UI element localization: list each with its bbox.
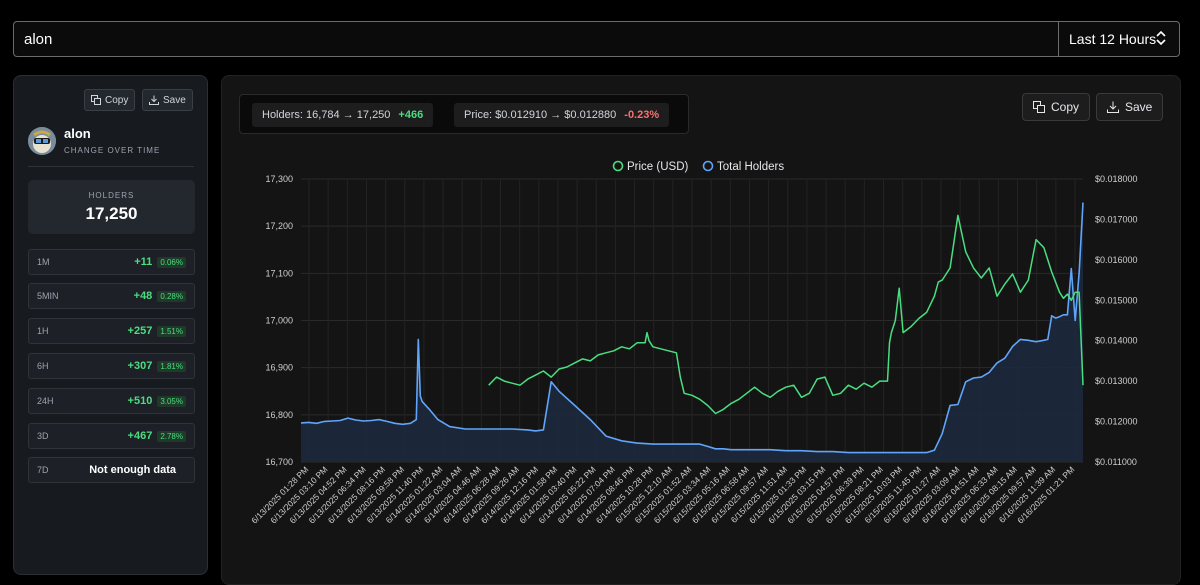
y-right-tick-label: $0.012000 [1095, 417, 1138, 427]
stat-value: +48 [133, 290, 153, 302]
stat-label: 6H [37, 361, 49, 371]
y-left-tick-label: 16,800 [265, 410, 293, 420]
price-change: -0.23% [624, 109, 660, 121]
stat-label: 3D [37, 431, 49, 441]
y-left-tick-label: 16,900 [265, 363, 293, 373]
token-header: alon CHANGE OVER TIME [28, 126, 160, 155]
y-right-tick-label: $0.017000 [1095, 214, 1138, 224]
stat-pct-badge: 1.81% [157, 360, 186, 372]
stat-label: 5MIN [37, 291, 59, 301]
copy-button[interactable]: Copy [1022, 93, 1091, 121]
y-right-tick-label: $0.015000 [1095, 295, 1138, 305]
holders-summary: Holders: 16,784 → 17,250 +466 [252, 103, 434, 127]
stat-value: +307 [127, 360, 153, 372]
y-right-tick-label: $0.014000 [1095, 336, 1138, 346]
copy-icon [1033, 101, 1045, 113]
y-left-tick-label: 17,100 [265, 268, 293, 278]
legend-price-marker [612, 160, 624, 172]
token-subtitle: CHANGE OVER TIME [64, 146, 161, 155]
chevron-up-down-icon [1156, 31, 1166, 45]
stat-value: +11 [134, 256, 153, 268]
y-right-tick-label: $0.016000 [1095, 255, 1138, 265]
save-label: Save [1125, 100, 1153, 114]
legend-price-label: Price (USD) [627, 161, 689, 173]
stat-row-24h: 24H +510 3.05% [28, 388, 195, 414]
summary-sidebar: Copy Save alon CHANGE OVER TIME HOLDERS … [13, 75, 208, 575]
time-range-select[interactable]: Last 12 Hours [1058, 21, 1180, 57]
holders-change: +466 [398, 109, 424, 121]
stat-pct-badge: 3.05% [157, 395, 186, 407]
copy-label: Copy [1051, 100, 1080, 114]
legend-holders-label: Total Holders [717, 161, 784, 173]
stat-row-3d: 3D +467 2.78% [28, 423, 195, 449]
stat-row-1h: 1H +257 1.51% [28, 318, 195, 344]
download-icon [149, 95, 159, 105]
holders-label: HOLDERS [88, 191, 135, 200]
token-avatar [28, 126, 56, 155]
stat-value: +257 [127, 325, 153, 337]
stat-label: 24H [37, 396, 54, 406]
stat-row-5min: 5MIN +48 0.28% [28, 283, 195, 309]
y-left-tick-label: 16,700 [265, 457, 293, 467]
stat-value: +510 [127, 395, 153, 407]
sidebar-save-label: Save [163, 94, 186, 106]
stat-row-7d: 7D Not enough data [28, 457, 195, 483]
divider [28, 166, 194, 167]
search-input[interactable] [13, 21, 1059, 57]
download-icon [1107, 101, 1119, 113]
holders-value: 17,250 [85, 204, 138, 223]
y-left-tick-label: 17,200 [265, 221, 293, 231]
holders-card: HOLDERS 17,250 [28, 180, 195, 234]
holders-summary-text: Holders: 16,784 → 17,250 [262, 109, 391, 121]
y-left-tick-label: 17,300 [265, 174, 293, 184]
holders-series-line [300, 202, 1084, 454]
stat-label: 1M [37, 257, 50, 267]
y-right-tick-label: $0.011000 [1095, 457, 1137, 467]
summary-box: Holders: 16,784 → 17,250 +466 Price: $0.… [239, 94, 689, 134]
stat-value: +467 [127, 430, 153, 442]
stat-pct-badge: 0.28% [157, 290, 186, 302]
price-summary-text: Price: $0.012910 → $0.012880 [464, 109, 617, 121]
stat-row-6h: 6H +307 1.81% [28, 353, 195, 379]
legend-holders-marker [702, 160, 714, 172]
sidebar-copy-label: Copy [105, 94, 129, 106]
y-left-tick-label: 17,000 [265, 316, 293, 326]
copy-icon [91, 95, 101, 105]
save-button[interactable]: Save [1096, 93, 1164, 121]
y-right-tick-label: $0.018000 [1095, 174, 1138, 184]
holders-area [301, 202, 1083, 462]
stat-value: Not enough data [89, 464, 176, 476]
stat-pct-badge: 0.06% [157, 256, 186, 268]
stat-pct-badge: 1.51% [157, 325, 186, 337]
y-right-tick-label: $0.013000 [1095, 376, 1138, 386]
stat-label: 7D [37, 465, 49, 475]
sidebar-copy-button[interactable]: Copy [84, 89, 136, 111]
stat-label: 1H [37, 326, 49, 336]
price-series-line [488, 214, 1084, 415]
token-name: alon [64, 126, 91, 141]
sidebar-save-button[interactable]: Save [142, 89, 193, 111]
price-summary: Price: $0.012910 → $0.012880 -0.23% [454, 103, 670, 127]
chart-panel: Holders: 16,784 → 17,250 +466 Price: $0.… [221, 75, 1181, 585]
time-range-value: Last 12 Hours [1069, 31, 1157, 47]
stat-pct-badge: 2.78% [157, 430, 186, 442]
stat-row-1m: 1M +11 0.06% [28, 249, 195, 275]
